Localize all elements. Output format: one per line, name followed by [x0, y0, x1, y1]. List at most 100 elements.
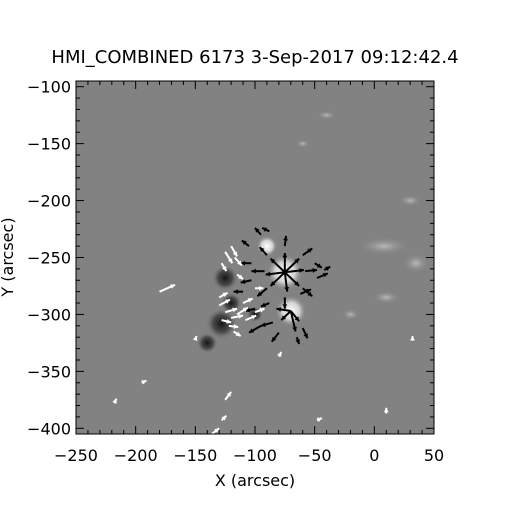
field-vector-white-head [227, 258, 233, 264]
field-vector-black-head [255, 227, 260, 233]
y-tick-label: −400 [27, 419, 71, 438]
field-vector-white-head [221, 415, 227, 421]
field-vector-black [282, 297, 288, 309]
field-vector-black-head [276, 307, 282, 312]
field-vector-white-head [112, 398, 117, 404]
y-tick-label: −300 [27, 305, 71, 324]
field-vector-white [230, 245, 238, 257]
field-vector-black-head [265, 271, 271, 277]
field-vector-black-head [292, 326, 297, 332]
field-vector-white [141, 379, 147, 385]
field-vector-white [383, 407, 389, 414]
field-vector-black-head [294, 281, 300, 286]
field-vector-white [220, 415, 228, 422]
field-vector-black-head [233, 289, 238, 295]
field-vector-black [269, 271, 286, 287]
field-vector-black [276, 307, 291, 313]
field-vector-black-head [303, 333, 308, 339]
x-tick-label: −200 [114, 446, 158, 465]
y-axis: −100 −150 −200 −250 −300 −350 −400 [27, 78, 434, 438]
field-vector-black-head [260, 322, 266, 327]
field-vector-white [210, 427, 220, 434]
field-vector-white [255, 285, 264, 291]
field-vector-white-head [222, 266, 227, 272]
faint-patch [317, 110, 337, 120]
faint-patch [398, 194, 423, 207]
field-vector-white-head [232, 307, 238, 313]
field-vector-black [316, 272, 329, 279]
field-vector-black-head [294, 258, 300, 264]
x-tick-label: −150 [173, 446, 217, 465]
x-tick-label: −50 [298, 446, 332, 465]
field-vector-white-head [258, 285, 264, 291]
field-vector-white-head [232, 251, 238, 257]
field-vector-white-head [233, 324, 239, 329]
field-vector-black [251, 268, 265, 274]
field-vector-white [159, 283, 176, 293]
field-vector-white [228, 324, 239, 329]
field-vector-black-head [307, 291, 313, 297]
field-vector-black [284, 257, 300, 274]
field-vector-black-head [307, 248, 313, 253]
field-vector-black-head [241, 240, 247, 246]
field-vector-black-head [245, 307, 251, 313]
field-vector-black [284, 268, 305, 274]
black-vectors-layer [233, 226, 331, 345]
field-vector-black [259, 246, 268, 256]
field-vector-white [224, 307, 238, 314]
field-vector-black-head [281, 315, 287, 321]
field-vector-black [295, 336, 301, 345]
field-vector-white [245, 314, 257, 322]
field-vector-black-head [282, 252, 288, 258]
magnetogram-noise [76, 81, 434, 434]
field-vector-black [284, 271, 300, 287]
negative-polarity-spot [205, 307, 238, 340]
x-axis-title: X (arcsec) [215, 471, 295, 490]
field-vector-black-head [322, 272, 328, 278]
field-vector-black-head [260, 302, 266, 308]
field-vector-white [220, 262, 228, 272]
field-vector-black [283, 272, 290, 292]
field-vector-white-head [222, 292, 228, 298]
field-vector-white [218, 298, 231, 307]
field-vector-white-head [383, 407, 389, 413]
faint-patch [357, 237, 411, 256]
field-vector-white-head [238, 274, 244, 280]
negative-polarity-spot [212, 264, 239, 292]
x-tick-label: 50 [424, 446, 444, 465]
faint-patch [340, 308, 361, 321]
field-vector-black [282, 252, 288, 273]
field-vector-white-head [224, 299, 230, 304]
field-vector-black [240, 279, 252, 284]
field-vector-black-head [284, 287, 290, 292]
field-vector-white-head [277, 352, 282, 358]
field-vector-black-head [259, 247, 265, 253]
field-vector-white-head [238, 314, 244, 319]
field-vector-white-head [251, 315, 257, 320]
field-vector-black-head [271, 336, 277, 342]
field-vector-white-head [237, 260, 242, 266]
field-vector-white [224, 251, 234, 264]
y-tick-label: −150 [27, 135, 71, 154]
field-vector-black [245, 307, 256, 313]
field-vector-white [316, 417, 323, 423]
negative-polarity-spot [196, 332, 218, 354]
field-vector-black-head [306, 288, 312, 294]
field-vector-black-head [312, 268, 318, 273]
field-vector-white-head [316, 417, 322, 423]
field-vector-black [280, 310, 292, 321]
field-vector-white-head [235, 331, 241, 337]
faint-patch [401, 252, 431, 274]
field-vector-black [289, 310, 297, 332]
white-vectors-layer [112, 245, 415, 434]
positive-polarity-spot [256, 235, 278, 257]
field-vector-black [248, 324, 262, 334]
field-vector-black-head [240, 279, 246, 284]
field-vector-white [224, 391, 232, 401]
field-vector-black [233, 289, 244, 295]
x-tick-label: −100 [233, 446, 277, 465]
y-tick-label: −250 [27, 249, 71, 268]
field-vector-black [305, 268, 318, 273]
field-vector-white [233, 256, 243, 267]
